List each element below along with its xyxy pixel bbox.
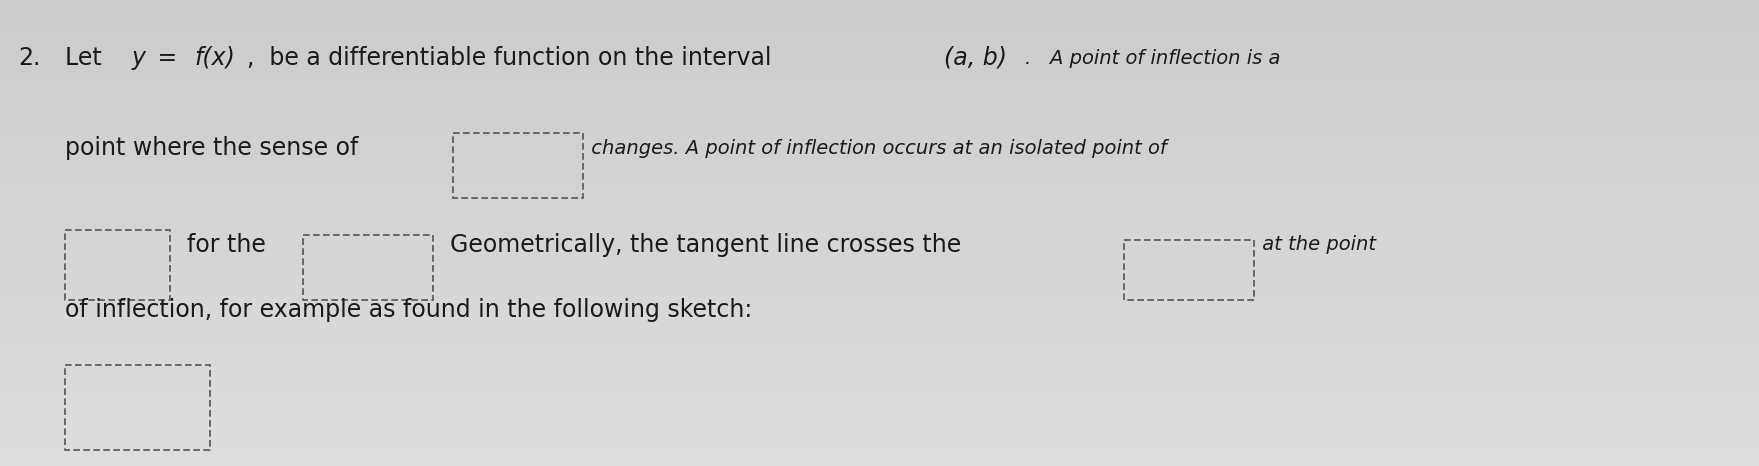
Text: for the: for the bbox=[172, 233, 273, 257]
Text: at the point: at the point bbox=[1256, 235, 1376, 254]
Bar bbox=[1124, 240, 1254, 300]
Text: .   A point of inflection is a: . A point of inflection is a bbox=[1025, 48, 1281, 68]
Text: 2.: 2. bbox=[18, 46, 40, 70]
Bar bbox=[303, 235, 433, 300]
Text: point where the sense of: point where the sense of bbox=[65, 136, 366, 160]
Text: of inflection, for example as found in the following sketch:: of inflection, for example as found in t… bbox=[65, 298, 753, 322]
Text: ,  be a differentiable function on the interval: , be a differentiable function on the in… bbox=[248, 46, 786, 70]
Text: y: y bbox=[132, 46, 146, 70]
Text: =: = bbox=[150, 46, 185, 70]
Text: f(x): f(x) bbox=[195, 46, 236, 70]
Text: Let: Let bbox=[65, 46, 116, 70]
Text: changes. A point of inflection occurs at an isolated point of: changes. A point of inflection occurs at… bbox=[586, 138, 1166, 158]
Text: (a, b): (a, b) bbox=[943, 46, 1006, 70]
Bar bbox=[65, 230, 171, 300]
Bar bbox=[65, 365, 209, 450]
Text: Geometrically, the tangent line crosses the: Geometrically, the tangent line crosses … bbox=[434, 233, 969, 257]
Bar bbox=[454, 133, 584, 198]
